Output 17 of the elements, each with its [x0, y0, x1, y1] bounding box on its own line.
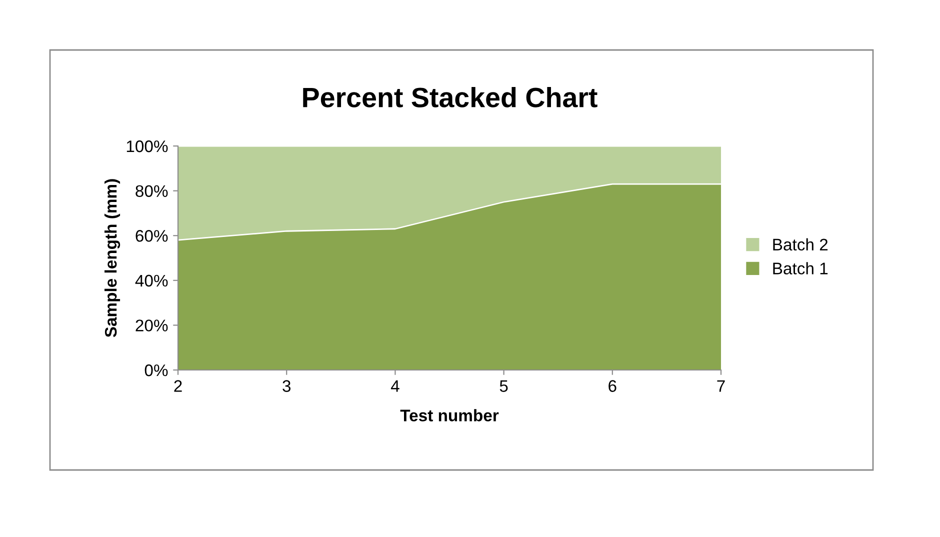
y-tick-label: 80%: [136, 185, 168, 198]
y-tick-label: 0%: [144, 364, 168, 376]
y-tick-label: 100%: [126, 140, 168, 152]
chart-title: Percent Stacked Chart: [303, 86, 598, 108]
y-tick-label: 60%: [136, 230, 168, 242]
legend-label: Batch 2: [773, 238, 828, 251]
x-tick-label: 6: [608, 380, 616, 392]
x-tick-label: 4: [390, 380, 400, 392]
x-tick-label: 3: [282, 380, 290, 392]
x-tick-label: 2: [174, 380, 182, 392]
x-axis-title: Test number: [400, 409, 499, 422]
x-tick-label: 5: [500, 380, 508, 392]
y-tick-label: 20%: [136, 320, 168, 332]
y-tick-label: 40%: [135, 274, 168, 287]
y-axis-title: Sample length (mm): [104, 179, 120, 338]
legend-label: Batch 1: [773, 262, 828, 274]
x-tick-label: 7: [717, 380, 725, 392]
